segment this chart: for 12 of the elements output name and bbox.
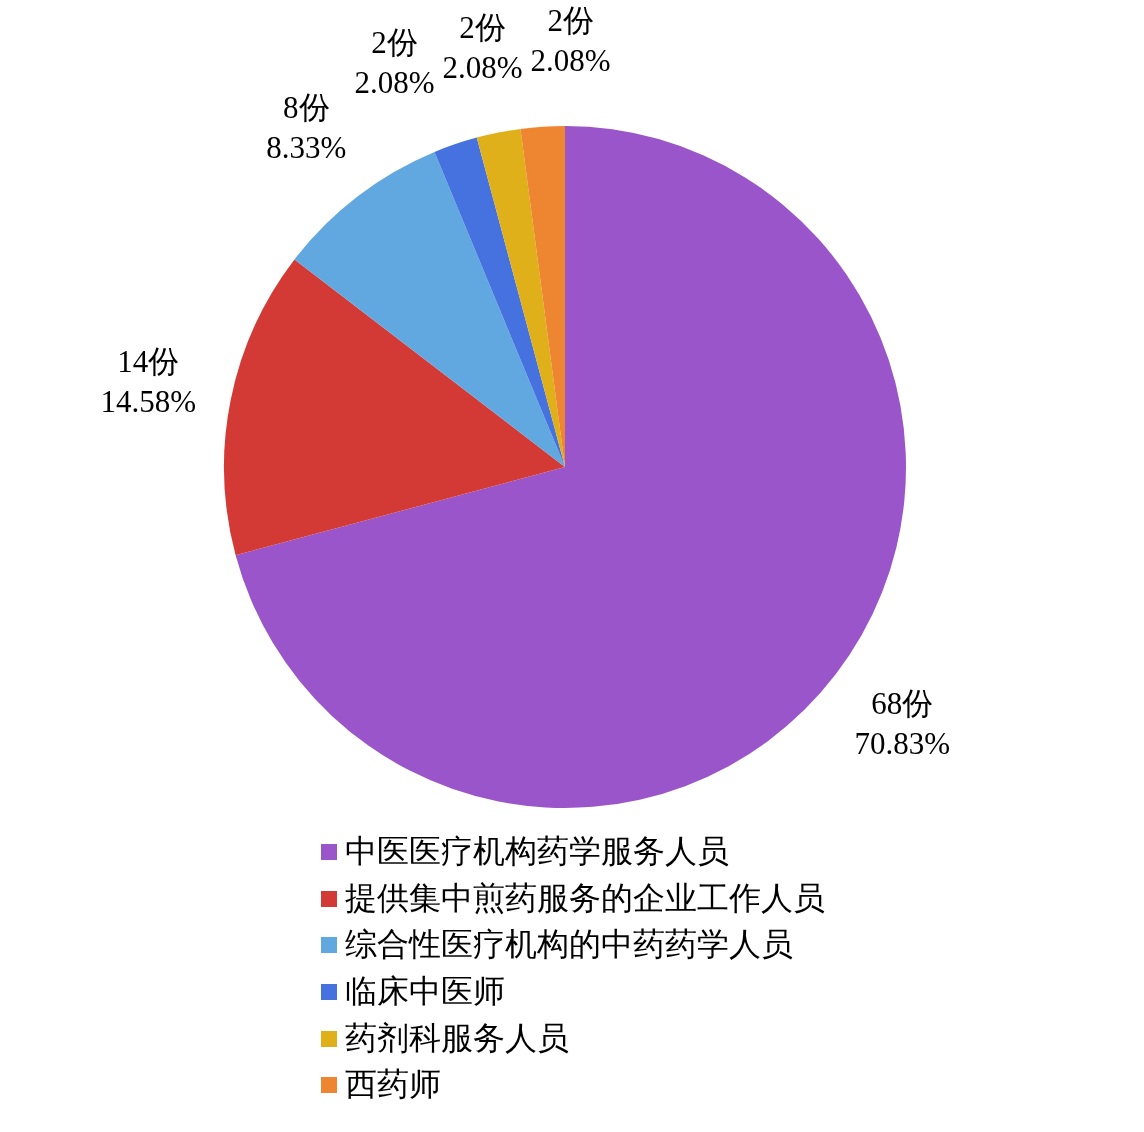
data-label: 14份 14.58% bbox=[100, 344, 196, 420]
data-label: 68份 70.83% bbox=[854, 685, 950, 761]
data-label: 2份 2.08% bbox=[442, 10, 523, 86]
legend-label: 综合性医疗机构的中药药学人员 bbox=[345, 925, 793, 965]
legend-label: 提供集中煎药服务的企业工作人员 bbox=[345, 878, 825, 918]
legend-label: 西药师 bbox=[345, 1065, 441, 1105]
data-label: 2份 2.08% bbox=[530, 3, 611, 79]
legend-label: 药剂科服务人员 bbox=[345, 1018, 569, 1058]
legend-label: 临床中医师 bbox=[345, 972, 505, 1012]
legend-label: 中医医疗机构药学服务人员 bbox=[345, 832, 729, 872]
data-label: 2份 2.08% bbox=[354, 24, 435, 100]
data-label: 8份 8.33% bbox=[266, 89, 347, 165]
